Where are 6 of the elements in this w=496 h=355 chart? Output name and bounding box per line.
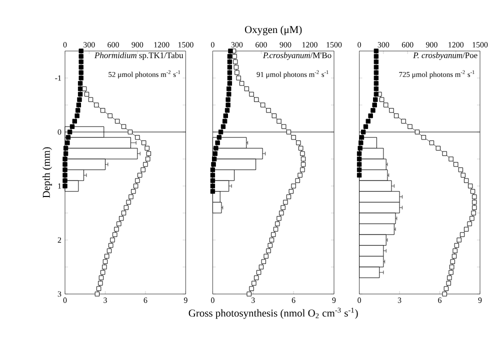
chart-title: Phormidium sp.TK1/Tabu — [94, 52, 184, 60]
y-axis-title: Depth (mm) — [42, 147, 52, 198]
chart-title: P.crosbyanum/M'Bo — [262, 52, 332, 60]
x2-axis-title: Oxygen (μM) — [244, 26, 302, 36]
x-axis-title: Gross photosynthesis (nmol O$_{2}$ cm$^{-3}$ s$^{-1}$) — [188, 308, 358, 319]
chart-title: P. crosbyanum/Poe — [413, 52, 478, 60]
